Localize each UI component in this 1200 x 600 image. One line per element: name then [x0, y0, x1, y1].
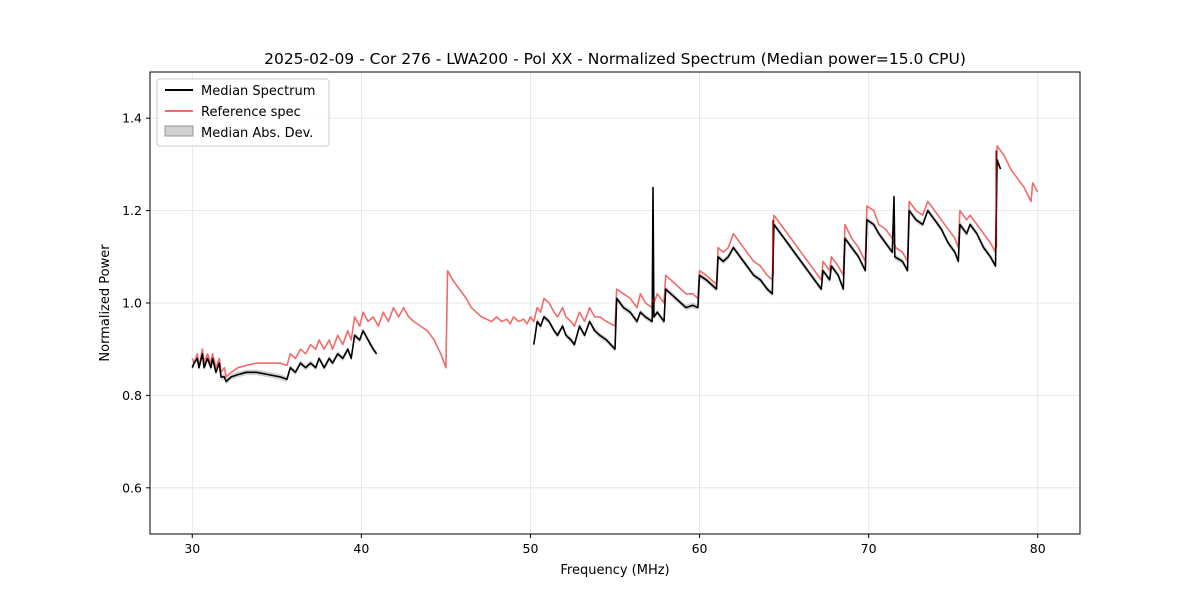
y-tick-label: 1.2 [122, 203, 142, 218]
y-tick-label: 0.8 [122, 388, 142, 403]
x-axis: 30 40 50 60 70 80 [184, 534, 1046, 556]
y-axis-label: Normalized Power [98, 244, 113, 362]
y-tick-label: 1.4 [122, 111, 142, 126]
legend-mad-swatch [164, 125, 194, 137]
median-spectrum-line [533, 159, 1002, 350]
y-tick-label: 0.6 [122, 480, 142, 495]
reference-spec-line [191, 145, 1039, 378]
legend-reference-label: Reference spec [201, 105, 301, 120]
x-tick-label: 50 [523, 541, 539, 556]
legend: Median Spectrum Reference spec Median Ab… [156, 78, 330, 147]
x-tick-label: 60 [692, 541, 708, 556]
x-tick-label: 70 [861, 541, 877, 556]
x-axis-label: Frequency (MHz) [560, 563, 669, 578]
chart-title: 2025-02-09 - Cor 276 - LWA200 - Pol XX -… [264, 50, 966, 68]
median-spectrum-line [191, 329, 378, 383]
x-tick-label: 80 [1030, 541, 1046, 556]
y-axis: 0.6 0.8 1.0 1.2 1.4 [122, 111, 150, 495]
median-series-group [191, 150, 1002, 383]
reference-series-group [191, 145, 1039, 378]
legend-mad-label: Median Abs. Dev. [201, 126, 313, 141]
x-tick-label: 40 [353, 541, 369, 556]
y-tick-label: 1.0 [122, 296, 142, 311]
x-tick-label: 30 [184, 541, 200, 556]
legend-median-label: Median Spectrum [201, 84, 315, 99]
legend-box [156, 78, 330, 147]
